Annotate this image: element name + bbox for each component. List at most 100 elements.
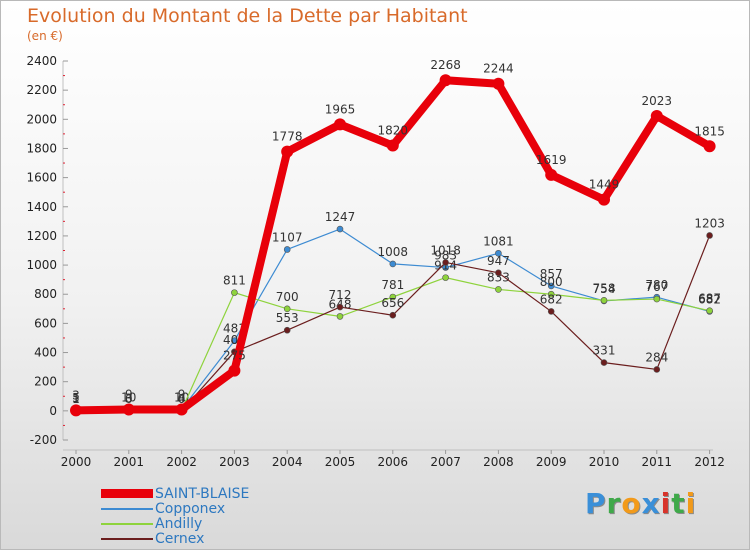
data-label: 3: [72, 388, 80, 402]
y-tick-label: 2400: [26, 54, 57, 68]
data-point: [703, 140, 716, 153]
data-label: 1820: [378, 124, 409, 138]
brand-letter: x: [641, 487, 661, 520]
x-tick-label: 2000: [61, 455, 92, 469]
data-label: 700: [276, 290, 299, 304]
y-tick-label: 2000: [26, 112, 57, 126]
data-label: 754: [593, 282, 616, 296]
chart-subtitle: (en €): [27, 29, 63, 43]
brand-letter: P: [585, 487, 607, 520]
data-label: 1203: [694, 216, 725, 230]
y-tick-label: -200: [30, 433, 57, 447]
data-label: 811: [223, 274, 246, 288]
data-point: [389, 311, 397, 319]
y-tick-label: 600: [34, 316, 57, 330]
data-label: 712: [329, 288, 352, 302]
legend: SAINT-BLAISE Copponex Andilly Cernex: [101, 485, 250, 547]
chart-title: Evolution du Montant de la Dette par Hab…: [27, 5, 468, 27]
data-label: 5: [72, 391, 80, 405]
data-label: 9: [125, 388, 133, 402]
data-point: [653, 295, 661, 303]
legend-item: Copponex: [101, 500, 249, 517]
x-tick-label: 2011: [642, 455, 673, 469]
data-label: 781: [381, 278, 404, 292]
data-point: [495, 269, 502, 277]
data-label: 800: [540, 275, 563, 289]
data-label: 553: [276, 311, 299, 325]
data-point: [547, 282, 555, 290]
data-point: [389, 260, 397, 268]
brand-letter: t: [671, 487, 686, 520]
data-point: [547, 290, 555, 298]
data-point: [231, 289, 238, 296]
legend-swatch: [101, 537, 153, 540]
data-point: [283, 326, 291, 334]
data-label: 682: [540, 292, 563, 306]
data-point: [386, 139, 399, 152]
data-point: [598, 193, 610, 206]
data-point: [283, 305, 291, 313]
data-label: 758: [593, 281, 616, 295]
legend-swatch: [101, 507, 153, 510]
legend-swatch: [101, 522, 153, 525]
data-point: [706, 307, 713, 315]
data-label: 767: [645, 280, 668, 294]
data-label: 1008: [378, 245, 409, 259]
y-tick-label: 2200: [26, 83, 57, 97]
brand-letter: o: [621, 487, 642, 520]
brand-logo: Proxiti: [585, 487, 696, 520]
data-point: [600, 297, 608, 304]
legend-label: Cernex: [155, 530, 205, 547]
data-point: [175, 403, 188, 416]
x-tick-label: 2003: [219, 455, 250, 469]
legend-item: Andilly: [101, 515, 249, 532]
data-point: [547, 308, 555, 315]
data-label: 1247: [325, 210, 356, 224]
data-point: [336, 313, 344, 320]
data-point: [439, 74, 452, 87]
data-label: 0: [125, 392, 133, 406]
y-tick-label: 400: [34, 346, 57, 360]
legend-label: Andilly: [155, 515, 203, 532]
data-label: 275: [223, 349, 246, 363]
x-tick-label: 2002: [166, 455, 197, 469]
data-point: [122, 403, 135, 416]
data-point: [653, 366, 661, 373]
data-label: 947: [487, 254, 510, 268]
data-point: [336, 303, 344, 311]
data-label: 4: [178, 391, 186, 405]
data-label: 2268: [430, 58, 461, 72]
x-tick-label: 2001: [114, 455, 145, 469]
legend-label: SAINT-BLAISE: [155, 485, 250, 502]
data-label: 1965: [325, 102, 356, 116]
legend-label: Copponex: [155, 500, 226, 517]
brand-letter: i: [660, 487, 672, 520]
data-label: 2023: [642, 94, 673, 108]
data-label: 1778: [272, 130, 303, 144]
data-label: 780: [645, 278, 668, 292]
x-tick-label: 2005: [325, 455, 356, 469]
x-tick-label: 2009: [536, 455, 567, 469]
y-tick-label: 200: [34, 375, 57, 389]
y-tick-label: 1600: [26, 171, 57, 185]
data-point: [492, 77, 505, 90]
x-tick-label: 2010: [589, 455, 620, 469]
y-tick-label: 0: [49, 404, 57, 418]
data-point: [336, 225, 344, 233]
data-point: [283, 246, 291, 253]
x-tick-label: 2012: [694, 455, 725, 469]
x-tick-label: 2004: [272, 455, 303, 469]
data-point: [231, 337, 238, 345]
data-label: 2244: [483, 62, 514, 76]
y-tick-label: 1800: [26, 141, 57, 155]
data-point: [545, 168, 558, 181]
data-point: [706, 232, 713, 239]
data-label: 656: [381, 296, 404, 310]
data-label: 1: [72, 392, 80, 406]
data-label: 331: [593, 344, 616, 358]
data-label: 1: [72, 392, 80, 406]
data-point: [334, 118, 346, 131]
data-point: [389, 293, 397, 301]
data-label: 284: [645, 350, 668, 364]
